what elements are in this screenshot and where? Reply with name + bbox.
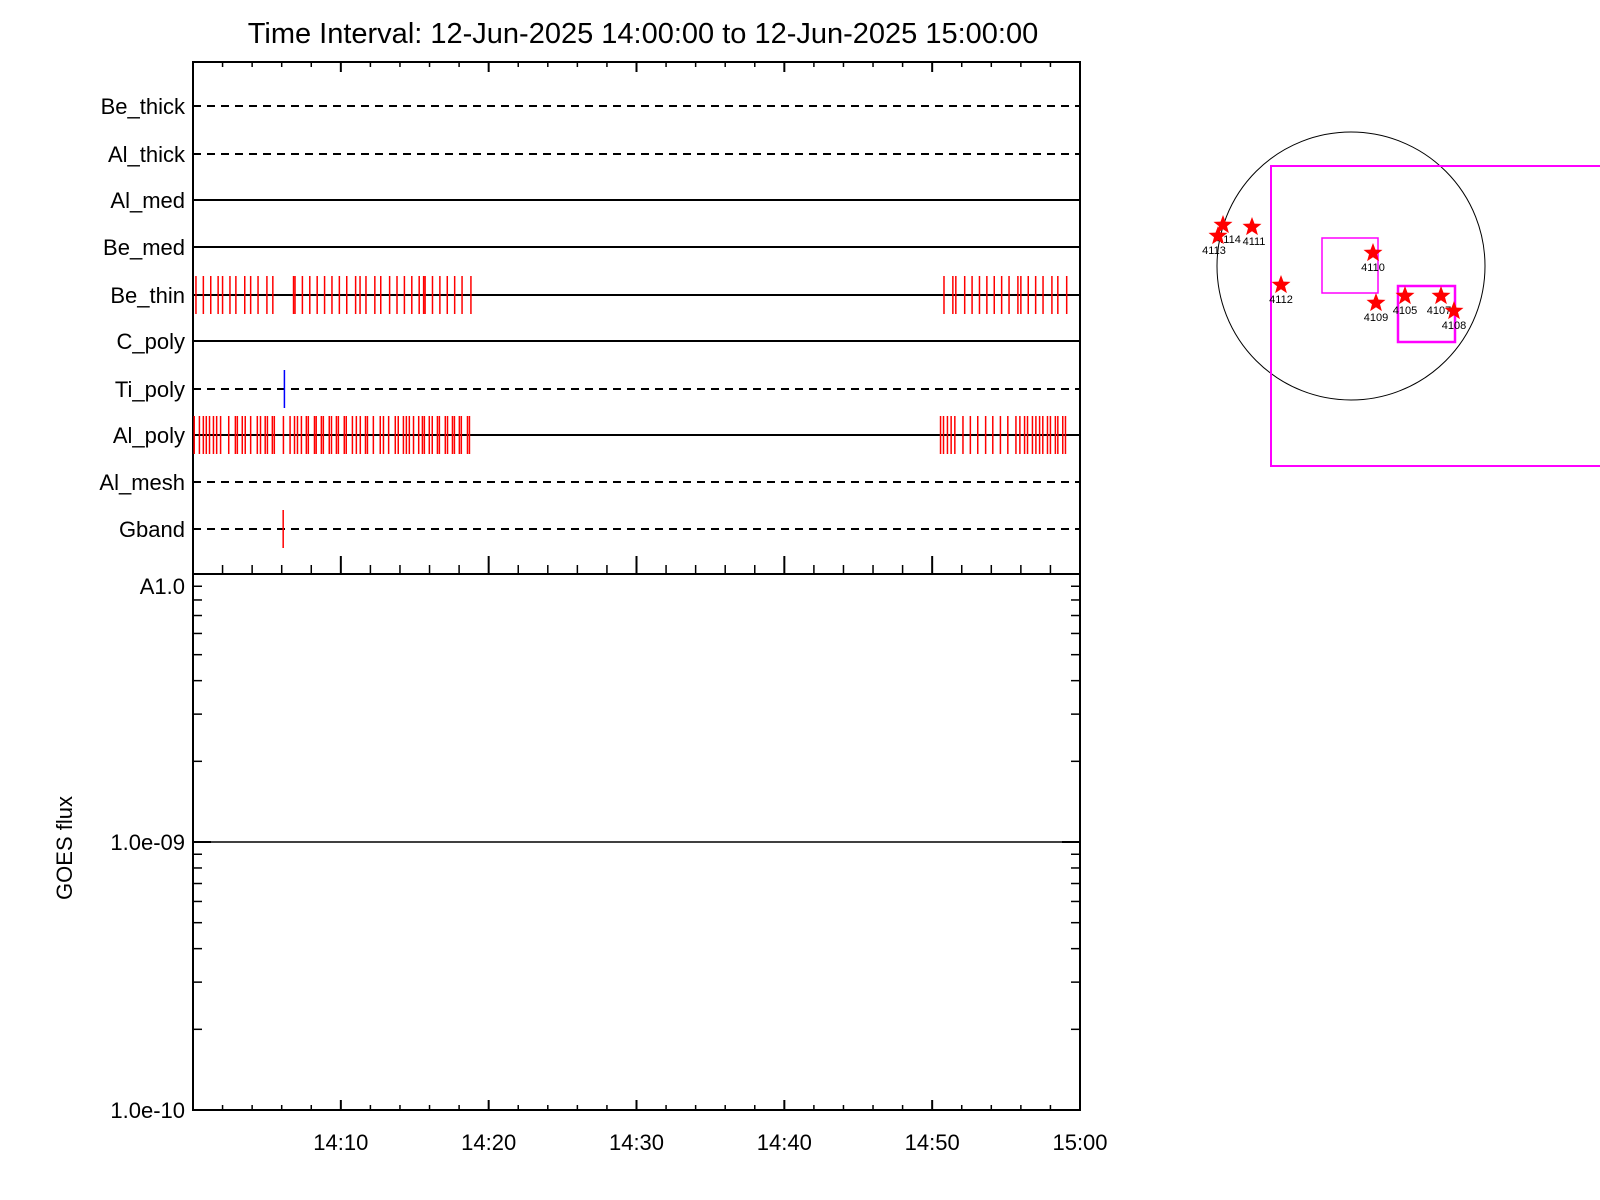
region-label: 4109 [1364,312,1388,324]
active-region-4107: 4107 [1427,286,1451,317]
row-label: Ti_poly [115,377,185,402]
row-label: Al_med [110,188,185,213]
active-region-4109: 4109 [1364,293,1388,324]
active-region-4110: 4110 [1361,243,1385,274]
star-marker-icon [1208,226,1228,245]
star-marker-icon [1431,286,1451,305]
region-label: 4108 [1442,320,1466,332]
row-al-med: Al_med [110,188,1080,213]
event-panel: Be_thick Al_thick Al_med Be_med Be_thin C_pol… [99,61,1081,575]
x-tick-label: 14:10 [313,1130,368,1155]
row-label: Al_mesh [99,470,185,495]
y-tick-label: A1.0 [140,574,185,599]
star-marker-icon [1271,275,1291,294]
y-tick-label: 1.0e-10 [110,1098,185,1123]
region-label: 4105 [1393,305,1417,317]
active-region-4113: 4113 [1202,226,1228,257]
region-label: 4113 [1202,245,1226,257]
active-region-4108: 4108 [1442,301,1466,332]
region-label: 4112 [1269,294,1293,306]
star-marker-icon [1213,215,1233,234]
field-of-view-box [1270,165,1600,467]
row-be-med: Be_med [103,235,1080,260]
row-label: Al_poly [113,423,185,448]
active-region-4105: 4105 [1393,286,1417,317]
row-label: Be_thin [110,283,185,308]
star-marker-icon [1363,243,1383,262]
row-label: Gband [119,517,185,542]
row-label: C_poly [117,329,185,354]
row-label: Be_med [103,235,185,260]
panel-frame [192,61,1081,575]
x-tick-label: 14:50 [905,1130,960,1155]
region-label: 4107 [1427,305,1451,317]
y-tick-label: 1.0e-09 [110,830,185,855]
goes-panel: GOES flux 14:10 14:20 14:30 14:40 14:50 15:00… [52,556,1108,1155]
y-axis-label: GOES flux [52,796,77,900]
star-marker-icon [1366,293,1386,312]
star-marker-icon [1242,217,1262,236]
chart-title: Time Interval: 12-Jun-2025 14:00:00 to 1… [248,18,1039,50]
x-tick-label: 15:00 [1052,1130,1107,1155]
x-tick-label: 14:20 [461,1130,516,1155]
active-region-4111: 4111 [1242,217,1266,248]
active-region-4112: 4112 [1269,275,1293,306]
row-be-thick: Be_thick [101,94,1080,119]
x-tick-label: 14:40 [757,1130,812,1155]
row-al-mesh: Al_mesh [99,470,1080,495]
row-label: Be_thick [101,94,186,119]
region-label: 4111 [1243,236,1266,248]
star-marker-icon [1444,301,1464,320]
row-al-poly: Al_poly [113,416,1080,454]
region-label: 4110 [1361,262,1385,274]
row-be-thin: Be_thin [110,276,1080,314]
solar-disk [1216,131,1486,401]
row-al-thick: Al_thick [108,142,1080,167]
field-of-view-box [1321,237,1379,294]
row-ti-poly: Ti_poly [115,370,1080,408]
star-marker-icon [1395,286,1415,305]
row-label: Al_thick [108,142,186,167]
row-gband: Gband [119,510,1080,548]
x-tick-label: 14:30 [609,1130,664,1155]
row-c-poly: C_poly [117,329,1080,354]
